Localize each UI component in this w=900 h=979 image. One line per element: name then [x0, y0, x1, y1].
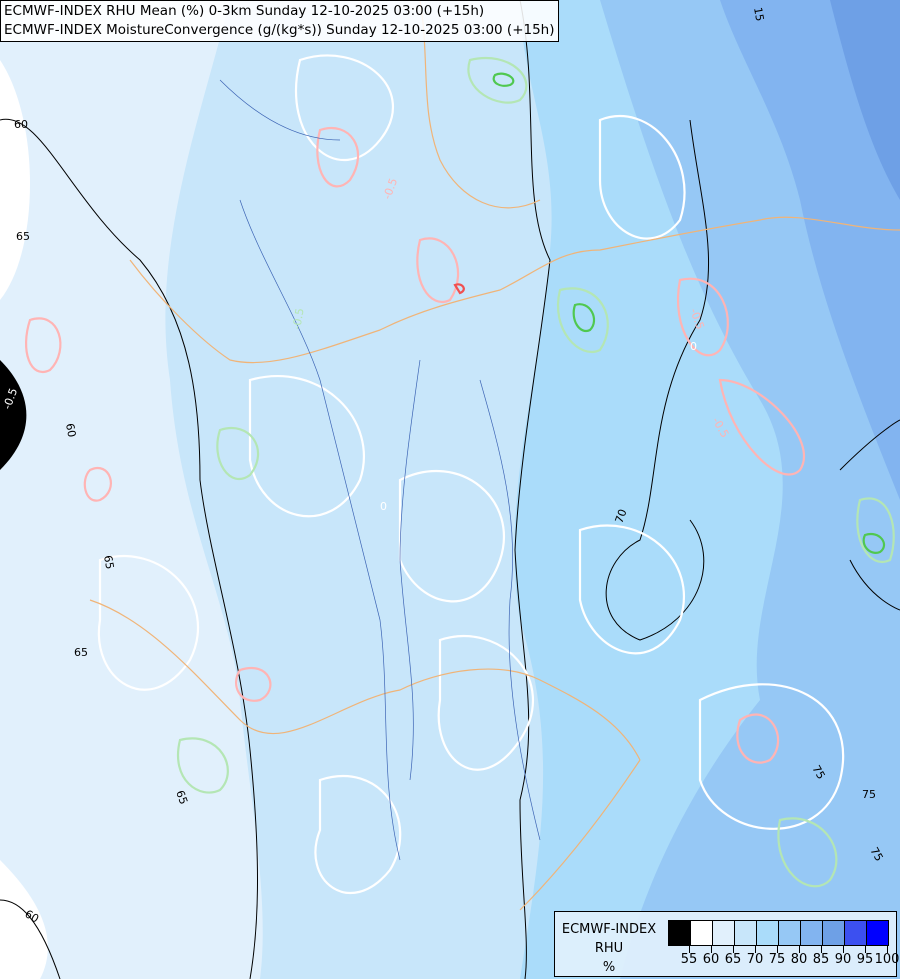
legend-color-bar [668, 920, 889, 946]
country-borders [89, 0, 900, 911]
legend-tick-label: 60 [702, 952, 720, 967]
legend-tick [887, 945, 888, 953]
legend-tick-label: 100 [874, 952, 900, 967]
legend-tick [821, 945, 822, 953]
legend-tick [755, 945, 756, 953]
legend-tick-label: 55 [680, 952, 698, 967]
legend-swatch [823, 921, 845, 945]
legend-swatch [867, 921, 888, 945]
svg-text:15: 15 [751, 6, 766, 22]
color-legend: ECMWF-INDEX RHU % 55 60 65 70 75 80 85 90 95 100 [554, 911, 899, 977]
legend-tick [799, 945, 800, 953]
legend-ticks: 55 60 65 70 75 80 85 90 95 100 [668, 945, 899, 975]
legend-tick-label: 70 [746, 952, 764, 967]
legend-title-variable: RHU [594, 941, 624, 956]
legend-tick [865, 945, 866, 953]
legend-swatch [669, 921, 691, 945]
legend-tick-label: 90 [834, 952, 852, 967]
legend-tick [843, 945, 844, 953]
svg-text:65: 65 [16, 230, 30, 243]
legend-unit: % [602, 960, 616, 975]
svg-text:65: 65 [101, 554, 116, 570]
legend-tick-label: 95 [856, 952, 874, 967]
legend-tick-label: 80 [790, 952, 808, 967]
moisture-convergence-title: ECMWF-INDEX MoistureConvergence (g/(kg*s… [4, 22, 555, 38]
legend-tick-label: 75 [768, 952, 786, 967]
legend-tick-label: 85 [812, 952, 830, 967]
legend-tick [733, 945, 734, 953]
legend-swatch [779, 921, 801, 945]
legend-swatch [735, 921, 757, 945]
legend-tick-label: 65 [724, 952, 742, 967]
legend-swatch [757, 921, 779, 945]
svg-text:75: 75 [867, 845, 885, 864]
svg-text:70: 70 [613, 507, 630, 525]
svg-text:60: 60 [14, 118, 28, 131]
svg-text:60: 60 [23, 907, 42, 925]
svg-text:75: 75 [862, 788, 876, 801]
legend-title: ECMWF-INDEX RHU % [559, 920, 659, 977]
rivers [219, 79, 541, 861]
moisture-convergence-contours [25, 54, 895, 894]
legend-tick [711, 945, 712, 953]
map-title-box: ECMWF-INDEX RHU Mean (%) 0-3km Sunday 12… [0, 0, 559, 42]
legend-tick [777, 945, 778, 953]
svg-text:60: 60 [63, 422, 78, 438]
svg-text:65: 65 [173, 789, 190, 807]
svg-text:0: 0 [380, 500, 387, 513]
svg-text:0: 0 [690, 340, 697, 353]
svg-text:75: 75 [809, 763, 827, 782]
svg-text:-0.5: -0.5 [290, 307, 307, 330]
rhu-title: ECMWF-INDEX RHU Mean (%) 0-3km Sunday 12… [4, 3, 485, 19]
legend-tick [689, 945, 690, 953]
svg-text:65: 65 [74, 646, 88, 659]
legend-swatch [691, 921, 713, 945]
legend-swatch [713, 921, 735, 945]
legend-swatch [845, 921, 867, 945]
legend-title-source: ECMWF-INDEX [561, 922, 657, 937]
legend-swatch [801, 921, 823, 945]
